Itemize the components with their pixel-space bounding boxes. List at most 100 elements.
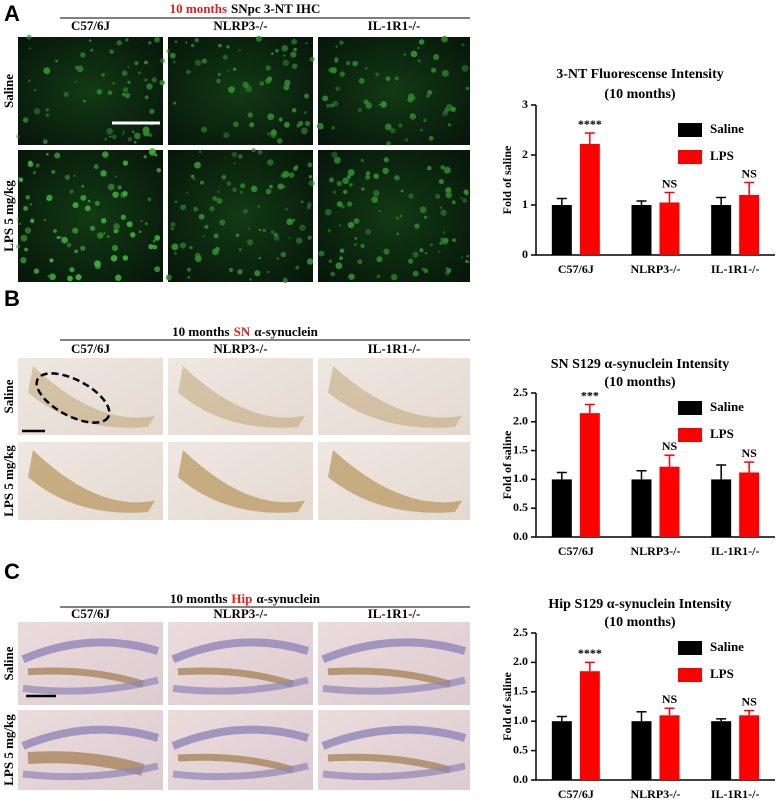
cell — [127, 65, 130, 68]
cell — [115, 175, 118, 178]
cell — [94, 260, 101, 267]
cell — [284, 207, 288, 211]
cell — [138, 230, 142, 234]
cell — [412, 270, 419, 277]
cell — [278, 117, 283, 122]
cell — [271, 52, 274, 56]
cell — [82, 99, 86, 103]
cell — [430, 67, 437, 73]
column-label: IL-1R1-/- — [368, 18, 421, 33]
cell — [282, 59, 290, 67]
cell — [74, 249, 79, 254]
bar — [711, 721, 732, 780]
cell — [156, 167, 162, 173]
cell — [255, 35, 262, 42]
cell — [378, 210, 381, 213]
cell — [209, 206, 215, 212]
y-tick-label: 3 — [522, 97, 528, 111]
row-label: LPS 5 mg/kg — [1, 180, 16, 252]
cell — [417, 46, 420, 50]
cell — [258, 256, 262, 260]
cell — [299, 224, 306, 231]
cell — [445, 187, 452, 194]
dentate — [321, 638, 467, 664]
cell — [450, 106, 456, 112]
bar — [711, 479, 732, 537]
tissue-region — [178, 450, 305, 513]
cell — [34, 88, 37, 91]
cell — [423, 118, 427, 123]
cell — [102, 151, 109, 158]
cell — [376, 256, 383, 263]
cell — [223, 132, 230, 139]
header-part: 10 months — [172, 324, 229, 339]
cell — [130, 232, 136, 238]
cell — [281, 45, 288, 52]
dentate — [322, 762, 466, 781]
cell — [292, 218, 296, 222]
cell — [463, 189, 469, 195]
header-part: 10 months — [170, 591, 227, 606]
cell — [69, 267, 75, 273]
cell — [296, 123, 301, 128]
cell — [239, 190, 243, 194]
micrograph — [18, 150, 163, 282]
cell — [149, 149, 156, 156]
cell — [396, 232, 400, 236]
dentate — [22, 762, 159, 781]
cell — [72, 202, 79, 209]
cell — [142, 126, 150, 134]
cell — [49, 258, 54, 263]
cell — [269, 184, 273, 189]
cell — [258, 228, 262, 232]
cell — [217, 190, 220, 193]
bar — [739, 715, 760, 780]
cell — [80, 52, 86, 58]
cell — [131, 130, 135, 134]
cell — [360, 243, 365, 249]
cell — [233, 162, 236, 165]
cell — [213, 233, 219, 239]
cell — [166, 49, 171, 54]
cell — [226, 181, 232, 186]
cell — [231, 151, 238, 158]
cell — [73, 174, 76, 177]
significance-label: NS — [741, 694, 757, 708]
cell — [35, 163, 40, 168]
cell — [352, 60, 358, 67]
cell — [75, 274, 82, 281]
x-tick-label: IL-1R1-/- — [711, 544, 760, 558]
cell — [186, 69, 191, 75]
dentate — [171, 725, 310, 750]
cell — [16, 134, 20, 139]
cell — [88, 39, 92, 42]
cell — [440, 209, 447, 216]
cell — [45, 108, 49, 112]
cell — [228, 86, 235, 93]
cell — [423, 268, 429, 274]
cell — [441, 238, 449, 245]
cell — [125, 38, 129, 42]
cell — [16, 244, 21, 249]
cell — [122, 130, 125, 133]
cell — [30, 218, 35, 223]
cell — [159, 79, 165, 86]
cell — [115, 274, 122, 281]
cell — [171, 243, 179, 251]
micrograph — [168, 358, 313, 435]
cell — [267, 159, 274, 166]
column-label: IL-1R1-/- — [368, 341, 421, 356]
cell — [189, 245, 193, 250]
row-label: Saline — [1, 646, 16, 680]
cell — [100, 170, 107, 177]
cell — [143, 155, 147, 159]
significance-label: NS — [662, 176, 678, 190]
micrograph — [318, 37, 470, 145]
cell — [58, 236, 62, 239]
cell — [74, 80, 77, 84]
cell — [219, 219, 226, 226]
cell — [154, 266, 161, 273]
cell — [250, 185, 258, 193]
cell — [395, 216, 400, 220]
cell — [144, 95, 149, 100]
